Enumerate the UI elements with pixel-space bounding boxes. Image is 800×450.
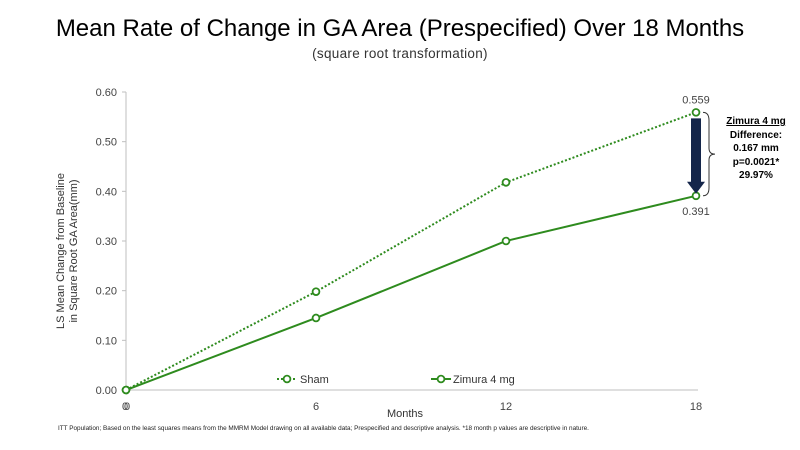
y-tick-label: 0.60	[96, 87, 117, 99]
data-point-zimura	[311, 313, 321, 323]
legend-label-zimura: Zimura 4 mg	[453, 374, 515, 386]
x-tick-label: 12	[500, 401, 512, 413]
data-label-zimura-18mo: 0.391	[682, 206, 710, 218]
legend-label-sham: Sham	[300, 374, 329, 386]
y-tick-label: 0.10	[96, 335, 117, 347]
x-tick-label: 0	[122, 401, 128, 413]
y-tick-label: 0.00	[96, 385, 117, 397]
x-tick-label: 0	[124, 401, 130, 413]
brace-bracket	[702, 111, 716, 197]
data-point-zimura	[501, 236, 511, 246]
chart-title: Mean Rate of Change in GA Area (Prespeci…	[55, 15, 745, 42]
callout-line: Difference:	[729, 129, 783, 141]
footnote: ITT Population; Based on the least squar…	[58, 425, 589, 432]
data-label-sham-18mo: 0.559	[682, 94, 710, 106]
callout-line: 0.167 mm	[733, 143, 779, 154]
data-point-zimura	[121, 385, 131, 395]
x-tick-label: 6	[313, 401, 319, 413]
legend-marker-zimura	[436, 374, 446, 384]
legend-marker-sham	[282, 374, 292, 384]
difference-callout: Zimura 4 mg Difference: 0.167 mm p=0.002…	[722, 115, 790, 183]
data-point-sham	[311, 287, 321, 296]
y-tick-label: 0.40	[96, 186, 117, 198]
series-line-sham	[125, 111, 697, 391]
y-tick-label: 0.30	[96, 236, 117, 248]
callout-line: p=0.0021*	[732, 156, 780, 168]
data-point-sham	[501, 178, 511, 187]
y-tick-label: 0.20	[96, 286, 117, 298]
x-axis-title: Months	[387, 408, 424, 420]
x-tick-label: 18	[690, 401, 702, 413]
callout-header: Zimura 4 mg	[726, 116, 786, 127]
chart-subtitle: (square root transformation)	[312, 46, 488, 61]
data-point-sham	[691, 108, 701, 117]
difference-arrow	[687, 118, 705, 194]
callout-line: 29.97%	[739, 170, 773, 181]
y-tick-label: 0.50	[96, 137, 117, 149]
y-axis-title: LS Mean Change from Baselinein Square Ro…	[55, 173, 80, 329]
series-line-zimura	[125, 194, 697, 391]
